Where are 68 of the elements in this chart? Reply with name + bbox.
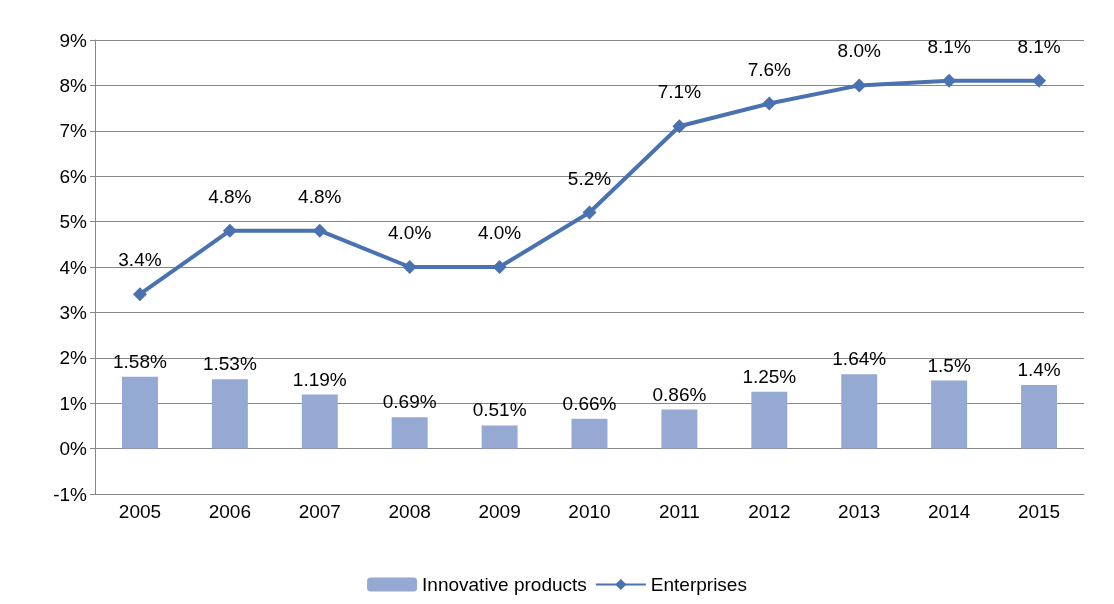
y-tick-label: 8% xyxy=(59,74,88,96)
legend-label: Enterprises xyxy=(650,574,747,595)
point xyxy=(852,78,867,93)
y-tick-label: 4% xyxy=(59,256,88,278)
point xyxy=(222,223,237,238)
y-tick-label: 1% xyxy=(59,392,88,414)
legend-label: Innovative products xyxy=(422,574,587,595)
data-label: 0.86% xyxy=(652,383,707,405)
data-label: 8.1% xyxy=(927,35,971,57)
data-label: 7.1% xyxy=(657,81,702,103)
data-label: 1.64% xyxy=(832,348,887,370)
bar xyxy=(301,394,338,449)
bar xyxy=(391,417,428,449)
data-label: 0.69% xyxy=(382,391,437,413)
y-tick-label: 9% xyxy=(59,29,88,51)
y-tick-label: -1% xyxy=(53,483,88,505)
data-label: 4.8% xyxy=(208,185,252,207)
x-tick-label: 2009 xyxy=(478,501,521,522)
bar xyxy=(121,376,158,449)
x-tick-label: 2014 xyxy=(928,501,971,522)
point xyxy=(672,119,687,134)
point xyxy=(762,96,777,111)
y-tick-label: 6% xyxy=(59,165,88,187)
data-label: 7.6% xyxy=(747,58,792,80)
data-label: 1.25% xyxy=(742,365,797,387)
data-label: 4.0% xyxy=(388,222,432,243)
bar xyxy=(481,425,518,449)
data-label: 1.5% xyxy=(927,354,971,376)
y-tick-label: 0% xyxy=(59,438,88,460)
bar xyxy=(931,380,968,449)
data-label: 4.0% xyxy=(477,222,522,243)
bar xyxy=(1021,385,1058,449)
bar xyxy=(751,391,788,449)
x-tick-label: 2006 xyxy=(208,501,251,522)
y-tick-label: 3% xyxy=(59,301,88,323)
data-label: 8.0% xyxy=(837,40,881,62)
data-label: 5.2% xyxy=(567,167,612,189)
y-tick-label: 5% xyxy=(59,211,88,233)
point xyxy=(132,287,147,302)
data-label: 0.66% xyxy=(562,392,617,414)
point xyxy=(582,205,597,220)
x-tick-label: 2013 xyxy=(838,501,881,522)
data-label: 1.19% xyxy=(292,368,347,390)
x-tick-label: 2012 xyxy=(748,501,791,522)
data-label: 1.58% xyxy=(113,350,167,372)
data-label: 4.8% xyxy=(298,185,342,207)
data-label: 1.53% xyxy=(202,353,257,375)
x-tick-label: 2015 xyxy=(1017,501,1061,522)
point xyxy=(402,260,417,274)
x-tick-label: 2010 xyxy=(568,501,611,522)
point xyxy=(492,260,507,274)
x-tick-label: 2007 xyxy=(298,501,341,522)
data-label: 0.51% xyxy=(472,399,527,421)
x-tick-label: 2008 xyxy=(388,501,431,522)
data-label: 1.4% xyxy=(1017,359,1061,381)
bar xyxy=(661,409,698,449)
data-label: 3.4% xyxy=(118,249,162,271)
point xyxy=(942,73,957,88)
data-label: 8.1% xyxy=(1017,35,1061,57)
bar xyxy=(211,379,248,449)
y-tick-label: 2% xyxy=(59,347,88,369)
point xyxy=(1032,73,1047,88)
x-tick-label: 2011 xyxy=(658,501,700,522)
x-tick-label: 2005 xyxy=(118,501,162,522)
bar xyxy=(571,418,608,449)
bar xyxy=(841,374,878,449)
y-tick-label: 7% xyxy=(59,120,88,142)
point xyxy=(312,223,327,238)
